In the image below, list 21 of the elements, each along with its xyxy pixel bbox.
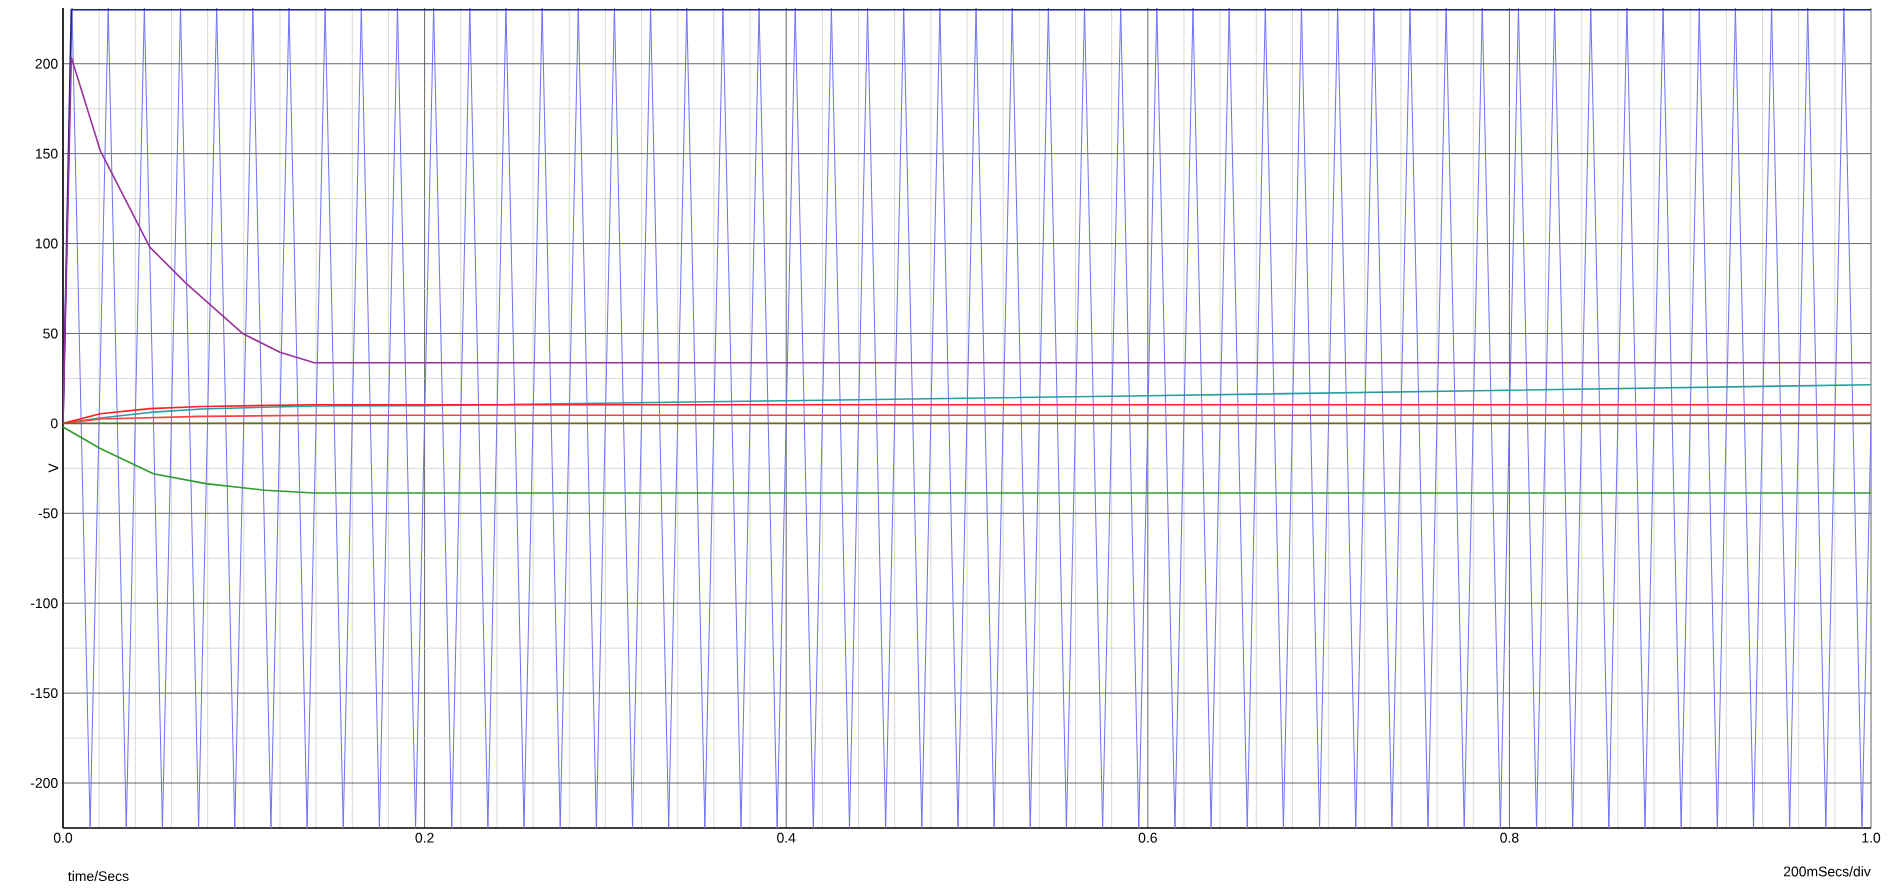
x-tick-label: 0.0 — [53, 832, 73, 843]
y-tick-label: -100 — [30, 598, 58, 609]
y-tick-label: 50 — [43, 328, 58, 339]
y-tick-label: 200 — [35, 58, 58, 69]
y-tick-label: -50 — [38, 508, 58, 519]
y-tick-label: 100 — [35, 238, 58, 249]
line-series — [63, 414, 1872, 425]
line-series — [63, 403, 1872, 425]
x-tick-label: 1.0 — [1862, 832, 1881, 843]
line-series — [63, 426, 1872, 494]
y-axis-title: V — [48, 463, 59, 473]
y-tick-label: -150 — [30, 688, 58, 699]
y-tick-label: 0 — [50, 418, 58, 429]
y-tick-label: -200 — [30, 778, 58, 788]
x-tick-label: 0.8 — [1500, 832, 1519, 843]
text: 200mSecs/div — [1783, 866, 1871, 877]
y-tick-label: 150 — [35, 148, 58, 159]
x-tick-label: 0.4 — [777, 832, 796, 843]
x-axis-title: time/Secs — [68, 870, 129, 882]
x-tick-label: 0.2 — [415, 832, 434, 843]
x-tick-label: 0.6 — [1138, 832, 1157, 843]
